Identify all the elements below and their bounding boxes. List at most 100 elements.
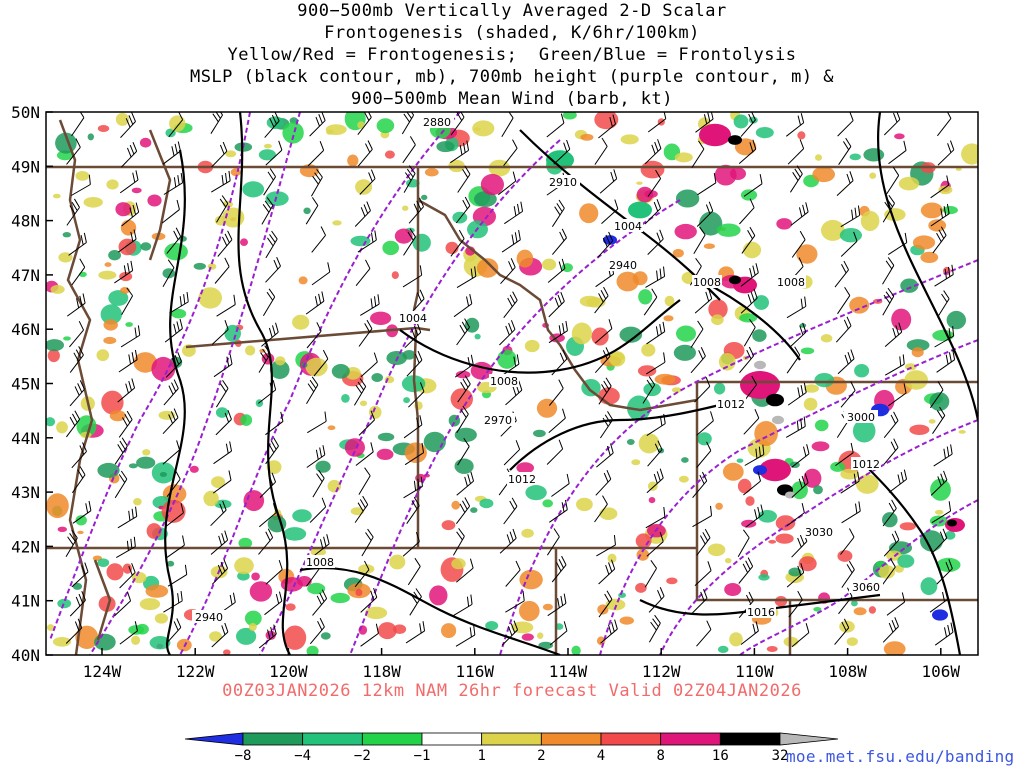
barb-flag [902,354,905,365]
barb-shaft [404,452,424,466]
barb-flag [128,354,131,365]
wind-barb [114,470,128,499]
barb-flag [171,382,177,392]
barb-shaft [402,274,422,288]
wind-barb [601,199,619,224]
barb-flag [314,172,321,182]
wind-barb [546,113,565,138]
shading-blob [714,382,726,395]
barb-flag [322,445,326,455]
barb-flag [173,177,177,188]
barb-flag [751,375,757,385]
barb-flag [700,535,706,545]
barb-shaft [644,568,657,588]
shading-blob [576,497,593,512]
barb-flag [403,113,410,123]
barb-flag [557,294,562,305]
barb-shaft [791,632,810,648]
wind-barb [402,265,423,288]
shading-core [947,519,957,527]
wind-barb [745,504,764,528]
wind-barb [67,293,86,317]
barb-flag [510,623,516,633]
shading-blob [140,242,152,251]
wind-barb [116,536,136,559]
barb-flag [322,349,329,360]
shading-blob [811,441,830,452]
shading-blob [626,439,635,445]
shading-blob [50,284,65,294]
barb-flag [659,268,662,279]
barb-flag [216,112,223,116]
barb-flag [699,226,706,236]
shading-blob [571,322,593,345]
wind-barb [645,266,666,288]
border-line [695,382,978,602]
barb-flag [806,444,810,454]
shading-blob [97,462,120,478]
wind-barb [166,227,182,254]
barb-flag [419,289,425,299]
lat-label: 41N [11,592,40,611]
barb-flag [891,533,897,544]
shading-blob [664,295,675,307]
barb-flag [80,235,84,245]
shading-blob [307,582,326,595]
barb-shaft [601,208,619,224]
barb-shaft [165,512,184,527]
shading-blob [394,228,413,244]
barb-flag [463,142,466,153]
barb-flag [952,349,956,360]
barb-flag [518,380,523,391]
longitude-labels: 124W 122W 120W 118W 116W 114W 112W 110W 108W 106W [83,662,961,681]
wind-barb [934,264,954,287]
barb-flag [939,406,946,416]
credit-link[interactable]: moe.met.fsu.edu/banding [786,747,1015,766]
border-line [93,559,112,641]
barb-flag [316,322,322,332]
wind-barb [71,258,86,286]
barb-flag [652,618,659,627]
wind-barb [69,346,84,373]
barb-flag [754,408,760,419]
lat-label: 47N [11,266,40,285]
barb-flag [180,591,183,601]
colorbar-label: 8 [656,748,664,764]
wind-barb [840,205,861,228]
wind-barb [217,230,233,257]
shading-blob [599,507,618,520]
barb-flag [224,530,229,541]
barb-flag [323,536,327,547]
barb-flag [659,324,662,334]
wind-barb [211,320,229,345]
barb-flag [326,534,330,544]
wind-barb [401,112,415,135]
wind-barb [503,497,518,525]
barb-flag [948,352,952,363]
wind-barb [882,194,895,223]
barb-flag [82,293,86,304]
barb-flag [221,175,224,185]
wind-barb [594,137,608,165]
height-label-bg [481,413,515,426]
barb-shaft [696,450,712,468]
barb-flag [705,291,710,302]
colorbar-label: 1 [477,748,485,764]
shading-blob [533,429,546,438]
wind-barb [504,201,524,225]
barb-flag [742,563,749,573]
shading-blob [820,334,833,343]
shading-blob [854,364,870,378]
wind-barb [265,559,283,585]
barb-flag [467,357,471,367]
barb-flag [130,231,134,242]
barb-shaft [402,144,416,164]
lon-label: 114W [549,662,588,681]
shading-blob [46,417,56,427]
barb-flag [889,558,896,568]
barb-flag [946,175,950,186]
barb-flag [796,165,803,175]
barb-flag [269,234,276,243]
barb-shaft [258,512,277,528]
shading-blob [454,427,477,443]
